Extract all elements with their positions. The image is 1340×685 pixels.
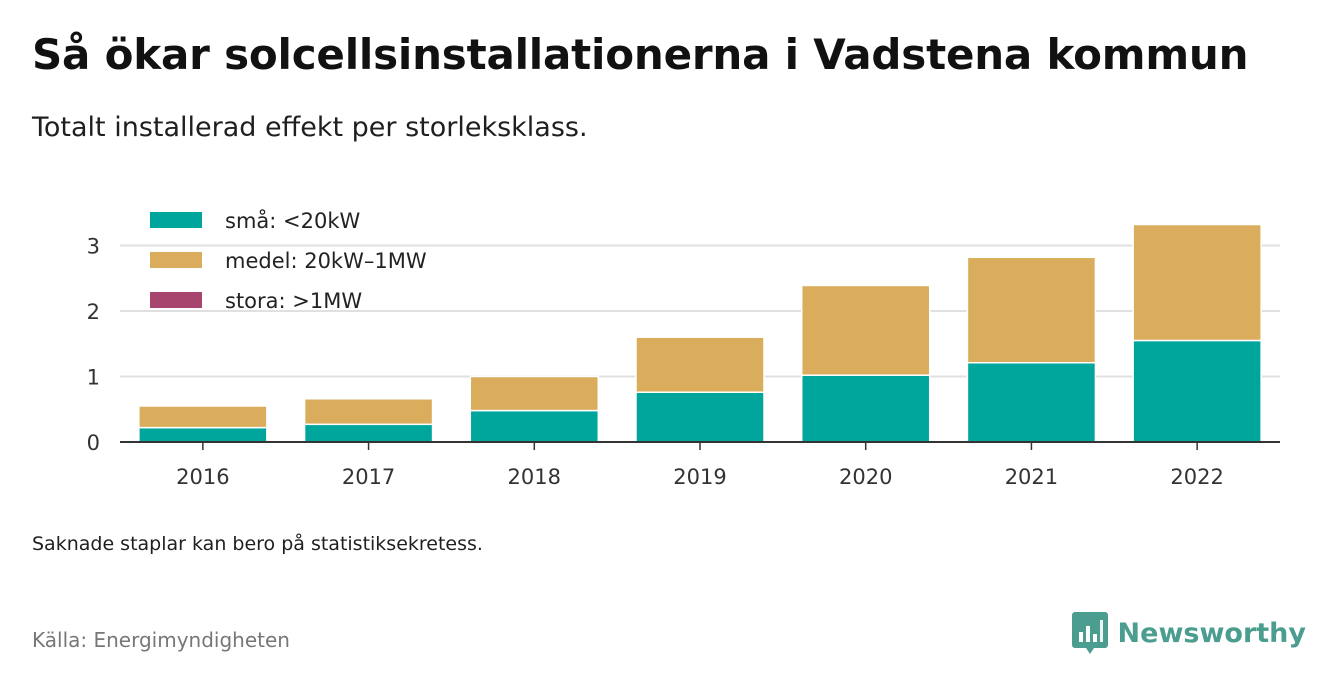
bar-segment — [635, 336, 765, 393]
bar-segment — [1132, 223, 1262, 342]
x-tick-label: 2018 — [508, 465, 561, 489]
bar-segment — [800, 284, 931, 376]
chart-title: Så ökar solcellsinstallationerna i Vadst… — [32, 30, 1249, 79]
chart-subtitle: Totalt installerad effekt per storlekskl… — [32, 112, 588, 143]
bar-segment — [635, 391, 765, 443]
chart-bubble-icon — [1071, 612, 1108, 654]
chart-note: Saknade staplar kan bero på statistiksek… — [32, 533, 483, 555]
legend-swatch — [150, 292, 202, 308]
stacked-bar-chart: 0 1 2 3 2016 2017 2018 2019 2020 2021 2022 små: <20… — [87, 208, 1280, 489]
y-tick-label: 0 — [87, 431, 100, 455]
bar-segment — [966, 361, 1097, 443]
x-tick-label: 2016 — [176, 465, 229, 489]
bar-segment — [303, 398, 434, 426]
legend-label: medel: 20kW–1MW — [225, 249, 427, 273]
legend-swatch — [150, 212, 202, 228]
y-tick-label: 3 — [87, 235, 100, 259]
x-tick-label: 2019 — [673, 465, 726, 489]
bar-segment — [138, 405, 268, 429]
brand-logo: Newsworthy — [1071, 612, 1306, 654]
x-tick-label: 2017 — [342, 465, 395, 489]
bar-segment — [800, 374, 931, 443]
brand-name: Newsworthy — [1117, 617, 1306, 649]
source-credit: Källa: Energimyndigheten — [32, 628, 290, 652]
bar-segment — [138, 426, 268, 443]
legend-label: stora: >1MW — [225, 289, 362, 313]
bar-segment — [966, 256, 1097, 364]
bar-segment — [1132, 339, 1262, 443]
x-tick-label: 2022 — [1170, 465, 1223, 489]
y-tick-label: 1 — [87, 366, 100, 390]
legend-swatch — [150, 252, 202, 268]
bar-segment — [303, 423, 434, 443]
x-tick-label: 2021 — [1005, 465, 1058, 489]
bar-segment — [469, 409, 600, 443]
legend-label: små: <20kW — [225, 208, 360, 233]
bar-segment — [469, 375, 600, 412]
x-tick-label: 2020 — [839, 465, 892, 489]
y-tick-label: 2 — [87, 300, 100, 324]
